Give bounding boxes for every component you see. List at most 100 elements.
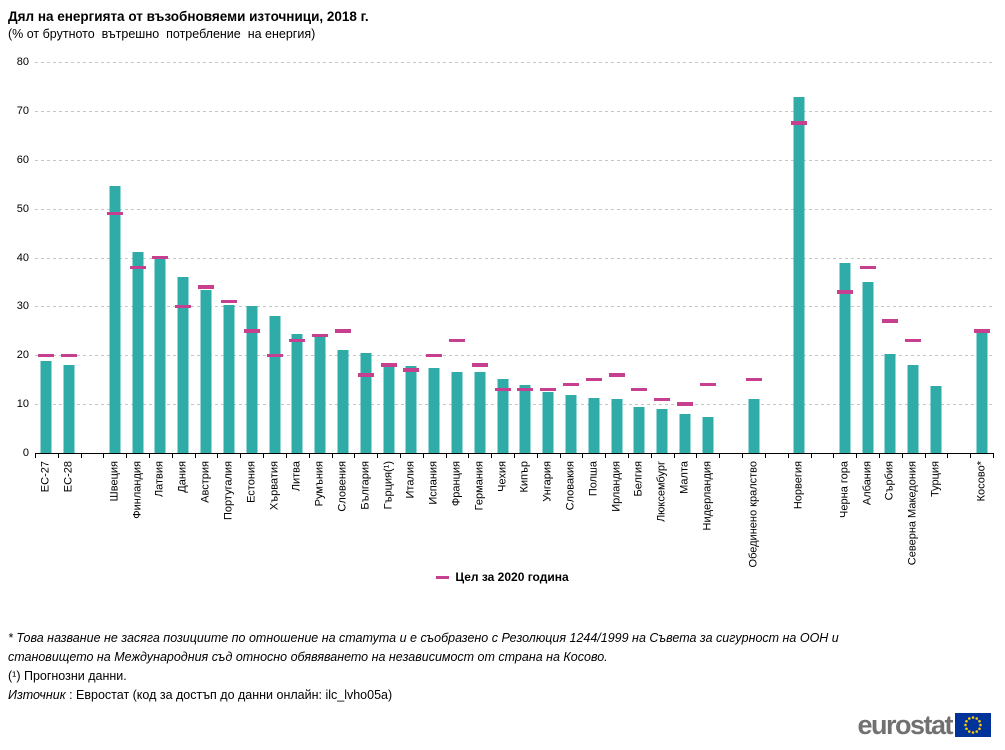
x-axis-tick — [126, 453, 128, 458]
bar — [497, 379, 509, 453]
bar — [428, 368, 440, 453]
x-axis-category-label: Австрия — [199, 461, 212, 503]
y-axis-tick-label: 40 — [16, 251, 29, 264]
bar — [519, 385, 531, 453]
x-axis-tick — [491, 453, 493, 458]
bar — [839, 263, 851, 453]
target-marker — [517, 387, 534, 392]
footnote-kosovo-line1: * Това название не засяга позициите по о… — [8, 631, 839, 645]
y-axis-tick-label: 30 — [16, 300, 29, 313]
x-axis-tick — [445, 453, 447, 458]
chart-subtitle: (% от брутното вътрешно потребление на е… — [8, 27, 316, 41]
x-axis-tick — [57, 453, 59, 458]
target-marker — [745, 377, 762, 382]
x-axis-tick — [970, 453, 972, 458]
target-marker — [152, 255, 169, 260]
x-axis-category-label: Франция — [450, 461, 463, 507]
y-axis-tick-label: 20 — [16, 349, 29, 362]
eurostat-logo-text: eurostat — [857, 710, 953, 740]
x-axis-category-label: Сърбия — [883, 461, 896, 501]
target-marker — [791, 121, 808, 125]
target-marker — [631, 387, 648, 392]
target-marker — [38, 353, 55, 357]
target-marker — [289, 338, 306, 343]
x-axis-category-label: ЕС-28 — [62, 461, 75, 493]
legend: Цел за 2020 година — [0, 570, 1005, 584]
y-axis-tick-label: 70 — [16, 104, 29, 117]
chart-title: Дял на енергията от възобновяеми източни… — [8, 9, 369, 24]
target-marker — [357, 373, 374, 377]
bar — [907, 364, 919, 453]
x-axis-tick — [514, 453, 515, 458]
bar — [223, 304, 235, 453]
y-axis-tick-label: 60 — [16, 153, 29, 166]
target-marker — [198, 285, 215, 289]
x-axis-category-label: Албания — [861, 461, 874, 506]
x-axis-tick — [742, 453, 744, 458]
y-axis-tick-label: 50 — [16, 202, 29, 215]
target-marker — [905, 338, 922, 343]
x-axis-category-label: Турция — [929, 461, 942, 497]
gridline — [35, 404, 993, 406]
x-axis-tick — [856, 453, 858, 458]
x-axis-tick — [285, 453, 287, 458]
x-axis-tick — [947, 453, 949, 458]
gridline — [35, 306, 993, 308]
bar — [451, 371, 463, 453]
target-marker — [836, 290, 853, 294]
x-axis-category-label: Естония — [245, 461, 258, 503]
x-axis-category-label: България — [359, 461, 372, 510]
target-marker — [699, 382, 716, 387]
target-marker — [334, 329, 351, 333]
bar — [291, 333, 303, 453]
bar — [40, 360, 52, 453]
source-text: : Евростат (код за достъп до данни онлай… — [65, 688, 393, 702]
x-axis-category-label: Северна Македония — [906, 461, 919, 566]
plot-area — [35, 62, 993, 454]
bar — [405, 366, 417, 453]
x-axis-category-label: Португалия — [222, 461, 235, 520]
x-axis-tick — [787, 453, 789, 458]
bar — [109, 186, 121, 453]
bar — [337, 349, 349, 453]
bar — [884, 353, 896, 453]
x-axis-tick — [354, 453, 356, 458]
target-marker — [471, 363, 488, 367]
x-axis-category-label: Хърватия — [268, 461, 280, 511]
gridline — [35, 208, 993, 210]
x-axis-category-label: Чехия — [496, 461, 509, 492]
target-marker — [403, 368, 420, 372]
x-axis-tick — [331, 453, 333, 458]
x-axis-category-label: Словения — [336, 461, 349, 512]
x-axis-category-label: Финландия — [131, 461, 144, 519]
gridline — [35, 110, 993, 112]
x-axis-category-label: Косово* — [975, 461, 988, 502]
x-axis-category-label: Дания — [176, 461, 189, 493]
bar — [474, 372, 486, 453]
y-axis-tick-label: 10 — [16, 398, 29, 411]
target-marker — [882, 319, 899, 323]
x-axis-tick — [559, 453, 561, 458]
x-axis-category-label: Румъния — [313, 461, 326, 507]
bar — [702, 416, 714, 453]
bar — [200, 289, 212, 453]
x-axis-tick — [422, 453, 424, 458]
target-marker — [266, 353, 283, 357]
bar — [177, 276, 189, 453]
target-marker — [494, 387, 511, 392]
bar — [656, 408, 668, 453]
target-legend-dash-icon — [436, 576, 450, 579]
x-axis-category-label: Словакия — [564, 461, 577, 511]
bar — [246, 306, 258, 453]
x-axis-category-label: Испания — [427, 461, 440, 505]
bar — [588, 397, 600, 453]
x-axis-category-label: Полша — [587, 461, 600, 497]
bar — [132, 251, 144, 453]
x-axis-category-label: Швеция — [108, 461, 121, 502]
target-marker — [220, 299, 237, 304]
x-axis-category-label: Ирландия — [610, 461, 623, 512]
bar — [314, 336, 326, 453]
y-axis-tick-label: 80 — [16, 56, 29, 68]
x-axis-tick — [149, 453, 151, 458]
